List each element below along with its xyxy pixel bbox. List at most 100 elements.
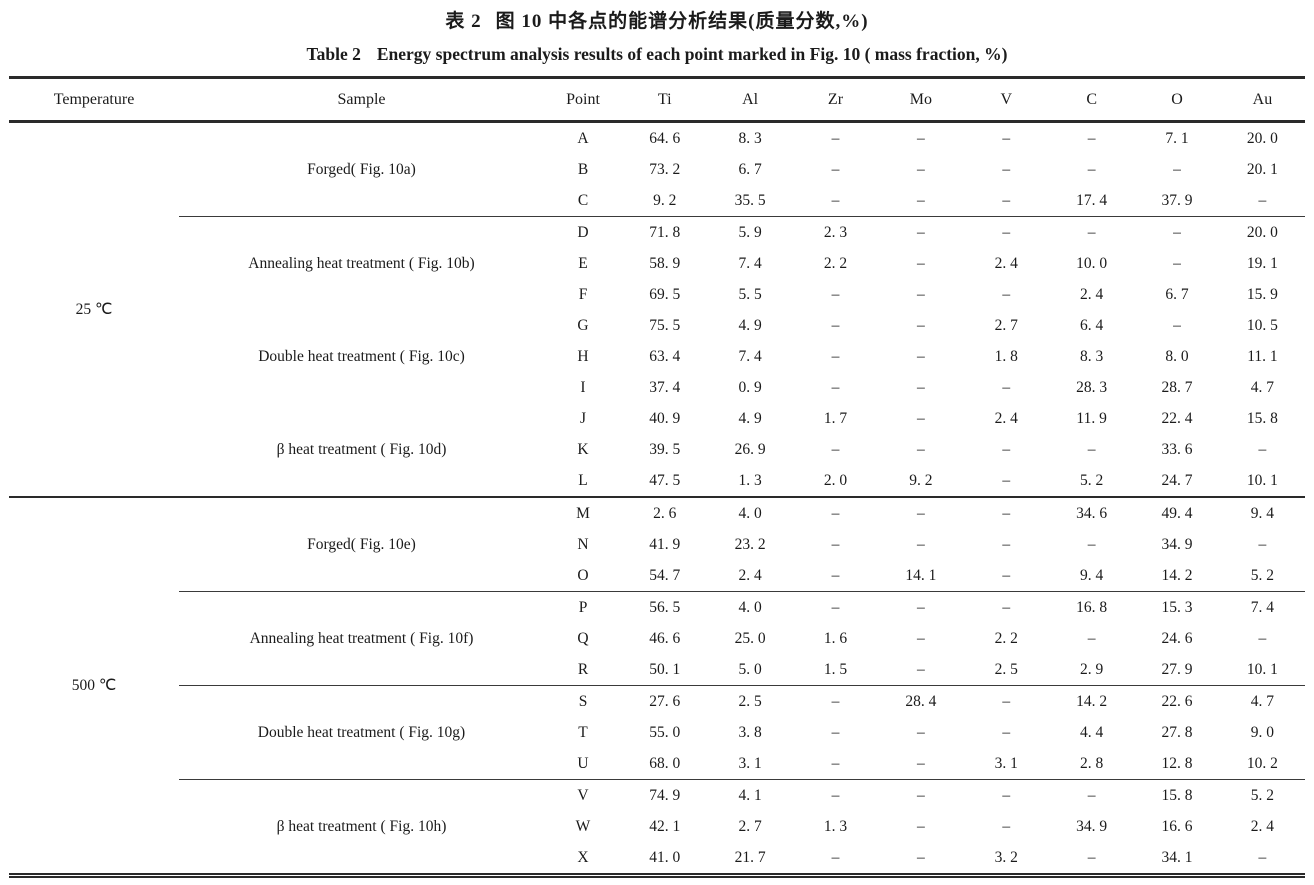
point-cell: X (577, 848, 589, 866)
value-cell-mo: – (916, 347, 925, 365)
value-cell-v: 2. 4 (994, 409, 1018, 427)
table-caption-english: Energy spectrum analysis results of each… (376, 44, 1008, 64)
point-cell: L (578, 471, 588, 489)
value-cell-zr: 1. 7 (823, 409, 848, 427)
value-cell-zr: – (831, 129, 840, 147)
value-cell-ti: 47. 5 (649, 471, 681, 489)
value-cell-au: 10. 5 (1246, 316, 1278, 334)
table-row-point-D: Annealing heat treatment ( Fig. 10b) D 71.… (9, 216, 1306, 310)
value-cell-au: 9. 0 (1250, 723, 1275, 741)
value-cell-au: – (1258, 629, 1267, 647)
value-cell-zr: – (831, 848, 840, 866)
sample-cell: β heat treatment ( Fig. 10d) (276, 440, 447, 458)
value-cell-o: 27. 9 (1161, 660, 1193, 678)
value-cell-o: 33. 6 (1161, 440, 1193, 458)
value-cell-zr: – (831, 191, 840, 209)
value-cell-al: 1. 3 (738, 471, 762, 489)
table-row-point-F: F 69. 5 5. 5 – – – 2. 4 6. 7 15. 9 (9, 279, 1305, 310)
value-cell-zr: – (792, 685, 879, 717)
point-cell: V (544, 779, 622, 811)
value-cell-ti: 73. 2 (649, 160, 681, 178)
value-cell-al: 6. 7 (738, 160, 762, 178)
value-cell-v: 2. 5 (994, 660, 1018, 678)
value-cell-o: 16. 6 (1161, 817, 1193, 835)
column-header-mo: Mo (878, 77, 964, 123)
value-cell-c: – (1048, 779, 1135, 811)
value-cell-v: – (963, 591, 1049, 623)
value-cell-mo: – (916, 285, 925, 303)
value-cell-ti: 42. 1 (649, 817, 681, 835)
value-cell-au: 11. 1 (1247, 347, 1278, 365)
value-cell-o: 27. 8 (1161, 723, 1193, 741)
table-row-point-G: Double heat treatment ( Fig. 10c) G 75. 5 4… (9, 310, 1305, 365)
table-number-chinese: 表 2 (445, 11, 482, 32)
value-cell-au: 2. 4 (1250, 817, 1275, 835)
value-cell-mo: – (916, 440, 925, 458)
value-cell-au: 19. 1 (1246, 254, 1278, 272)
table-row-point-K: K 39. 5 26. 9 – – – – 33. 6 – (9, 434, 1305, 465)
sample-cell: Double heat treatment ( Fig. 10g) (179, 685, 544, 780)
point-cell: P (544, 591, 622, 623)
value-cell-mo: – (916, 191, 925, 209)
value-cell-ti: 40. 9 (649, 409, 681, 427)
value-cell-o: 12. 8 (1161, 754, 1193, 772)
value-cell-ti: 41. 9 (649, 535, 681, 553)
value-cell-v: – (1002, 129, 1011, 147)
value-cell-c: 2. 9 (1080, 660, 1104, 678)
sample-cell: Double heat treatment ( Fig. 10c) (258, 347, 465, 365)
value-cell-al: 4. 0 (707, 591, 793, 623)
value-cell-o: 24. 6 (1161, 629, 1193, 647)
point-cell: F (578, 285, 588, 303)
point-cell: G (577, 316, 589, 334)
table-row-point-B: B 73. 2 6. 7 – – – – – 20. 1 (9, 154, 1305, 185)
value-cell-ti: 64. 6 (649, 129, 681, 147)
value-cell-zr: – (831, 347, 840, 365)
value-cell-c: 10. 0 (1076, 254, 1108, 272)
value-cell-au: 15. 9 (1246, 285, 1278, 303)
value-cell-mo: – (878, 779, 964, 811)
point-cell: C (577, 191, 589, 209)
value-cell-v: – (1002, 817, 1011, 835)
column-header-ti: Ti (622, 77, 708, 123)
value-cell-ti: 75. 5 (649, 316, 681, 334)
value-cell-v: – (1002, 378, 1011, 396)
value-cell-v: – (1002, 723, 1011, 741)
table-row-point-R: R 50. 1 5. 0 1. 5 – 2. 5 2. 9 27. 9 10. 1 (9, 654, 1305, 686)
table-number-english: Table 2 (306, 44, 361, 64)
value-cell-al: 4. 1 (707, 779, 793, 811)
value-cell-c: – (1087, 848, 1096, 866)
point-cell: A (577, 129, 589, 147)
value-cell-zr: – (831, 160, 840, 178)
value-cell-mo: – (916, 817, 925, 835)
table-row-point-N: N 41. 9 23. 2 – – – – 34. 9 – (9, 529, 1305, 560)
value-cell-c: 9. 4 (1080, 566, 1104, 584)
point-cell: D (544, 216, 622, 248)
value-cell-zr: 1. 3 (823, 817, 848, 835)
column-header-o: O (1134, 77, 1220, 123)
value-cell-ti: 39. 5 (649, 440, 681, 458)
point-cell: W (575, 817, 591, 835)
value-cell-zr: – (831, 754, 840, 772)
value-cell-au: 5. 2 (1219, 779, 1306, 811)
value-cell-v: 3. 1 (994, 754, 1018, 772)
value-cell-au: 5. 2 (1250, 566, 1275, 584)
value-cell-mo: 28. 4 (878, 685, 964, 717)
value-cell-mo: – (916, 723, 925, 741)
value-cell-c: 28. 3 (1076, 378, 1108, 396)
value-cell-c: 2. 4 (1080, 285, 1104, 303)
value-cell-o: 22. 4 (1161, 409, 1193, 427)
value-cell-ti: 58. 9 (649, 254, 681, 272)
table-row-point-T: T 55. 0 3. 8 – – – 4. 4 27. 8 9. 0 (9, 717, 1305, 748)
value-cell-ti: 69. 5 (649, 285, 681, 303)
value-cell-zr: – (792, 591, 879, 623)
value-cell-mo: – (878, 216, 964, 248)
value-cell-zr: – (792, 779, 879, 811)
column-header-al: Al (707, 77, 793, 123)
value-cell-ti: 9. 2 (653, 191, 677, 209)
value-cell-al: 8. 3 (738, 129, 762, 147)
value-cell-v: – (1002, 191, 1011, 209)
table-row-point-W: W 42. 1 2. 7 1. 3 – – 34. 9 16. 6 2. 4 (9, 811, 1305, 842)
value-cell-au: 10. 2 (1246, 754, 1278, 772)
